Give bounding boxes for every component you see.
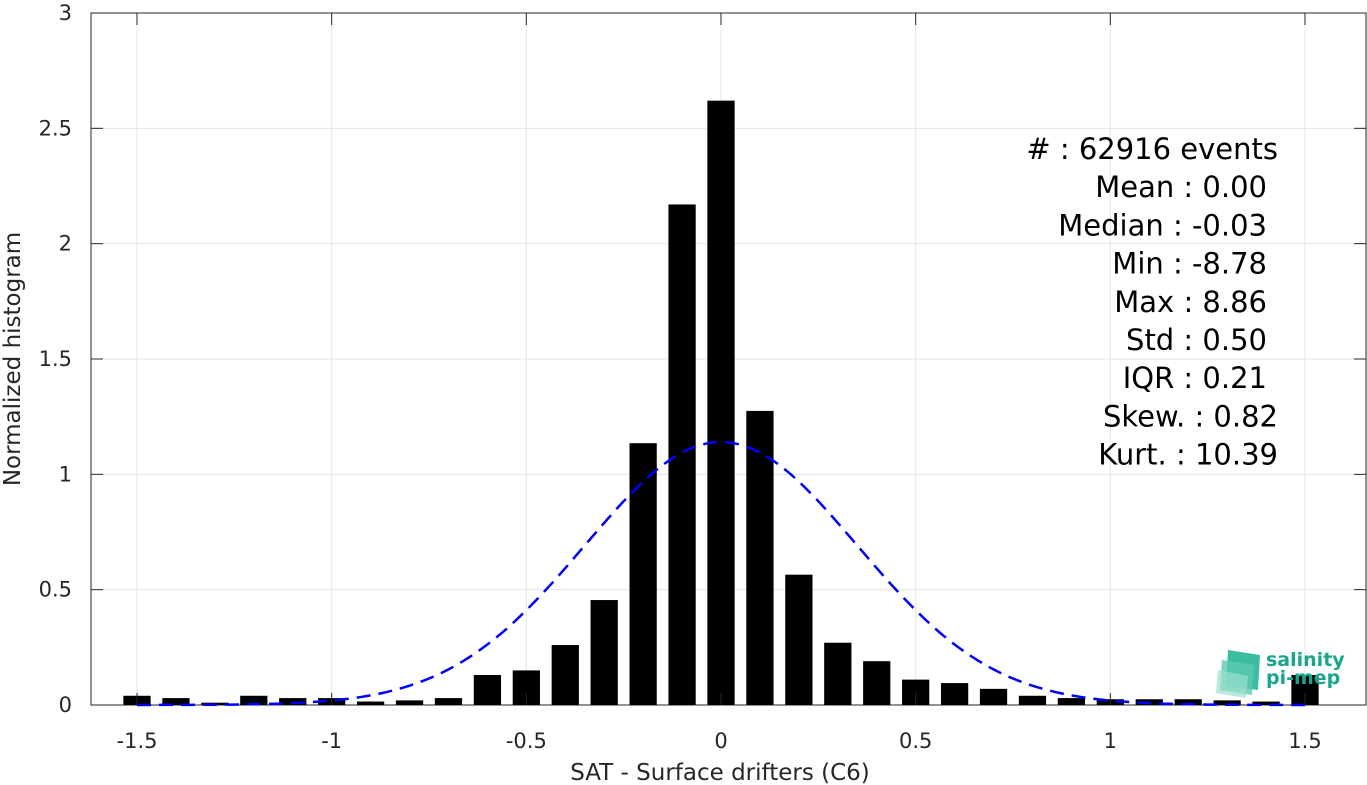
histogram-bar: [590, 600, 618, 705]
y-tick-label: 1: [59, 462, 72, 486]
histogram-bar: [356, 701, 385, 705]
histogram-bar: [395, 700, 424, 705]
stat-line: Min : -8.78: [1112, 247, 1267, 281]
histogram-bar: [434, 698, 463, 705]
stat-line: Max : 8.86: [1114, 285, 1267, 319]
histogram-bar: [473, 675, 502, 705]
x-tick-label: 1.5: [1288, 729, 1321, 753]
x-tick-label: -1.5: [117, 729, 158, 753]
x-tick-label: -0.5: [506, 729, 547, 753]
histogram-bar: [1213, 700, 1241, 705]
y-axis-label: Normalized histogram: [0, 232, 26, 486]
stat-line: # : 62916 events: [1026, 132, 1278, 166]
stat-line: Kurt. : 10.39: [1098, 438, 1278, 472]
y-tick-label: 1.5: [39, 347, 72, 371]
histogram-bar: [940, 683, 969, 705]
x-axis-label: SAT - Surface drifters (C6): [570, 760, 870, 785]
y-tick-label: 0.5: [39, 578, 72, 602]
x-tick-labels: -1.5 -1 -0.5 0 0.5 1 1.5: [117, 729, 1322, 753]
histogram-bar: [1174, 699, 1202, 705]
y-tick-label: 0: [59, 693, 72, 717]
salinity-pi-mep-logo: salinity pi-mep: [1216, 649, 1345, 698]
statistics-box: # : 62916 events Mean : 0.00 Median : -0.0…: [1026, 132, 1278, 472]
histogram-bar: [746, 410, 774, 705]
x-tick-label: -1: [321, 729, 342, 753]
histogram-bar: [863, 661, 891, 705]
y-tick-label: 3: [59, 1, 72, 25]
histogram-bar: [668, 204, 696, 705]
stat-line: IQR : 0.21: [1123, 361, 1267, 395]
stat-line: Std : 0.50: [1126, 323, 1267, 357]
axis-ticks: [91, 12, 1366, 706]
histogram-bar: [824, 642, 852, 705]
histogram-bar: [1252, 701, 1280, 705]
y-tick-label: 2.5: [39, 116, 72, 140]
x-tick-label: 1: [1104, 729, 1117, 753]
histogram-bar: [162, 698, 190, 705]
histogram-bar: [629, 443, 657, 705]
histogram-bar: [1057, 698, 1086, 705]
histogram-bar: [551, 645, 579, 705]
stat-line: Mean : 0.00: [1095, 170, 1267, 204]
x-tick-label: 0: [714, 729, 727, 753]
histogram-bars: [123, 100, 1319, 706]
histogram-bar: [1018, 695, 1047, 705]
x-tick-label: 0.5: [899, 729, 932, 753]
logo-text-line1: salinity: [1266, 649, 1345, 671]
histogram-bar: [785, 574, 813, 705]
histogram-bar: [707, 100, 735, 706]
y-tick-labels: 0 0.5 1 1.5 2 2.5 3: [39, 1, 72, 717]
histogram-bar: [240, 695, 268, 705]
logo-waves-icon: [1216, 650, 1260, 698]
histogram-bar: [279, 698, 307, 705]
logo-text-line2: pi-mep: [1266, 667, 1340, 689]
histogram-bar: [979, 688, 1008, 705]
stat-line: Median : -0.03: [1058, 208, 1267, 242]
stat-line: Skew. : 0.82: [1103, 399, 1278, 433]
y-tick-label: 2: [59, 232, 72, 256]
